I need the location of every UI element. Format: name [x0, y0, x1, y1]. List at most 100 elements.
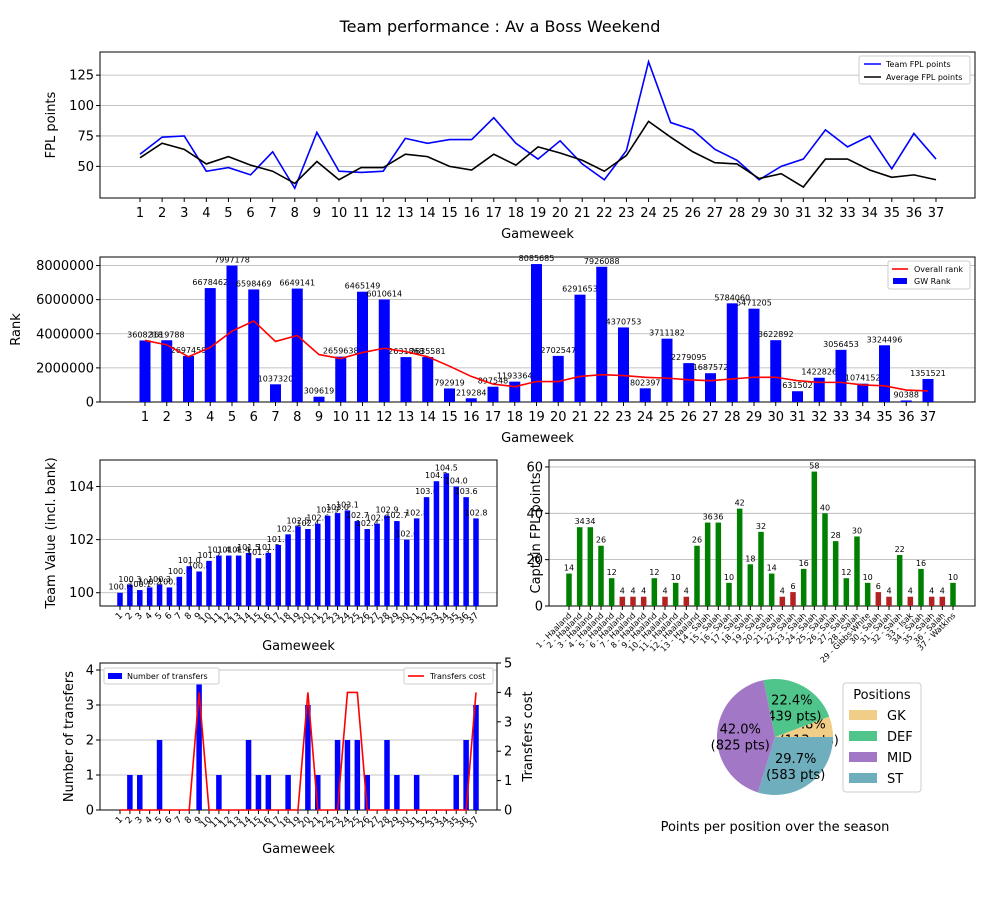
captain-points-bar	[800, 568, 807, 606]
gw-rank-data-label: 792919	[434, 378, 465, 387]
x-tick-label: 12	[376, 410, 393, 425]
y-tick-label: 125	[69, 69, 94, 84]
captain-points-data-label: 4	[662, 587, 667, 596]
x-tick-label: 33	[833, 410, 850, 425]
pie-title: Points per position over the season	[661, 820, 890, 835]
team-value-data-label: 100.1	[128, 580, 151, 589]
team-value-bar	[354, 521, 361, 606]
team-value-bar	[374, 523, 380, 606]
captain-points-bar	[768, 573, 775, 606]
x-tick-label: 17	[485, 410, 502, 425]
gw-rank-data-label: 7926088	[584, 257, 620, 266]
team-value-data-label: 101.5	[237, 543, 260, 552]
team-value-bar	[275, 544, 281, 606]
x-tick-label: 3	[134, 815, 145, 826]
gw-rank-bar	[270, 384, 281, 402]
team-value-data-label: 101.8	[267, 535, 290, 544]
pie-percent-label: 29.7%	[775, 752, 816, 767]
gw-rank-data-label: 3324496	[867, 335, 903, 344]
captain-points-bar	[832, 541, 839, 606]
x-tick-label: 37	[466, 815, 481, 830]
y-tick-label: 104	[69, 480, 94, 495]
gw-rank-data-label: 3622892	[758, 330, 794, 339]
captain-points-bar	[662, 596, 668, 606]
gw-rank-data-label: 1422826	[801, 368, 837, 377]
y-tick-label: 2	[86, 734, 94, 749]
pie-points-label: (439 pts)	[762, 710, 821, 725]
team-value-data-label: 104.0	[445, 477, 468, 486]
team-value-data-label: 103.6	[455, 487, 478, 496]
x-tick-label: 10	[331, 206, 348, 221]
team-value-data-label: 102.0	[395, 530, 418, 539]
gw-rank-data-label: 2702547	[540, 346, 576, 355]
team-value-data-label: 102.8	[405, 508, 428, 517]
team-value-bar	[186, 566, 192, 606]
legend-entry: GW Rank	[914, 277, 951, 286]
captain-points-data-label: 18	[745, 554, 755, 563]
gw-rank-bar	[335, 356, 347, 402]
team-value-data-label: 102.2	[277, 524, 300, 533]
x-axis-label: Gameweek	[262, 639, 335, 654]
captain-points-bar	[651, 578, 658, 606]
x-axis-label: Gameweek	[262, 842, 335, 857]
captain-points-data-label: 34	[585, 517, 595, 526]
gw-rank-data-label: 2279095	[671, 353, 707, 362]
team-value-data-label: 101.3	[247, 548, 270, 557]
y-right-tick-label: 4	[504, 686, 512, 701]
x-tick-label: 36	[898, 410, 915, 425]
captain-points-data-label: 4	[929, 587, 934, 596]
captain-points-bar	[726, 582, 732, 606]
captain-points-bar	[704, 522, 711, 606]
y-tick-label: 100	[69, 99, 94, 114]
team-value-data-label: 102.4	[356, 519, 379, 528]
captain-points-bar	[950, 582, 956, 606]
captain-points-bar	[875, 592, 882, 606]
pie-slice-def	[763, 679, 830, 737]
y-right-tick-label: 1	[504, 774, 512, 789]
team-value-data-label: 102.6	[306, 514, 329, 523]
x-tick-label: 24	[640, 206, 657, 221]
team-value-bar	[473, 518, 479, 606]
captain-points-data-label: 42	[735, 499, 745, 508]
transfers-bar	[344, 740, 351, 810]
gw-rank-bar	[226, 265, 238, 402]
gw-rank-bar	[792, 391, 803, 402]
team-value-bar	[166, 587, 173, 606]
x-tick-label: 34	[854, 410, 871, 425]
team-value-data-label: 100.2	[158, 577, 181, 586]
captain-points-bar	[619, 596, 626, 606]
captain-points-data-label: 10	[948, 573, 958, 582]
gw-rank-bar	[139, 340, 151, 402]
captain-points-bar	[683, 596, 690, 606]
y-axis-label: FPL points	[44, 91, 59, 158]
x-tick-label: 14	[419, 410, 436, 425]
team-value-bar	[443, 473, 450, 606]
team-value-bar	[127, 584, 133, 606]
legend-swatch	[849, 731, 877, 741]
transfers-bar	[394, 775, 400, 810]
team-value-data-label: 100.2	[138, 577, 161, 586]
y-right-tick-label: 0	[504, 804, 512, 819]
gw-rank-data-label: 6465149	[345, 282, 381, 291]
captain-points-bar	[758, 531, 764, 606]
x-axis-label: Gameweek	[501, 227, 574, 242]
x-tick-label: 35	[876, 410, 893, 425]
x-tick-label: 7	[269, 206, 277, 221]
legend-box	[403, 667, 494, 685]
captain-points-data-label: 28	[831, 531, 841, 540]
x-axis-label: Gameweek	[501, 431, 574, 446]
captain-points-data-label: 4	[886, 587, 891, 596]
x-tick-label: 5	[228, 410, 236, 425]
captain-points-data-label: 4	[780, 587, 785, 596]
team-value-bar	[156, 584, 163, 606]
captain-points-data-label: 32	[756, 522, 766, 531]
gw-rank-bar	[531, 264, 542, 402]
team-value-data-label: 102.9	[376, 506, 399, 515]
team-value-bar	[176, 576, 183, 606]
gw-rank-bar	[618, 327, 629, 402]
team-value-bar	[463, 497, 469, 606]
captain-points-data-label: 40	[820, 503, 830, 512]
x-tick-label: 37	[920, 410, 937, 425]
gw-rank-data-label: 1351521	[910, 369, 946, 378]
x-tick-label: 31	[795, 206, 812, 221]
